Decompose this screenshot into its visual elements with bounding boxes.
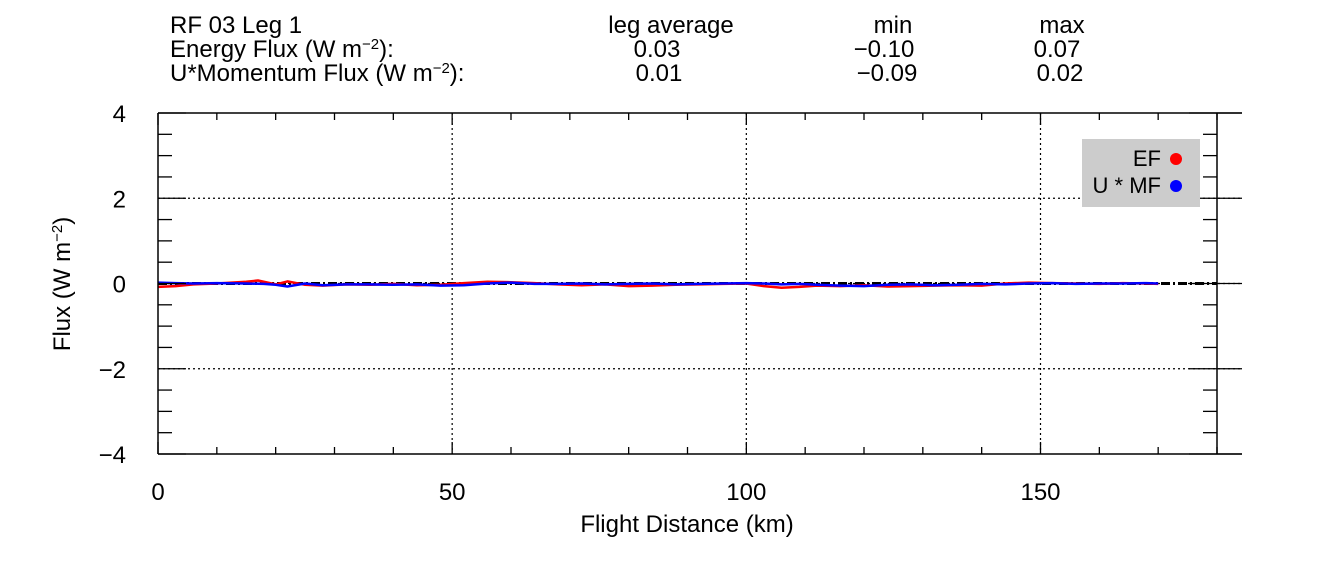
legend-label-umf: U * MF: [1093, 173, 1161, 198]
y-tick-label: −4: [99, 442, 126, 469]
chart-title: RF 03 Leg 1: [170, 12, 302, 39]
energy-flux-min: −0.10: [854, 36, 915, 63]
legend-marker-ef: [1170, 153, 1182, 165]
x-tick-label: 0: [151, 479, 164, 506]
y-tick-label: 4: [113, 101, 126, 128]
legend-marker-umf: [1170, 180, 1182, 192]
legend-label-ef: EF: [1133, 146, 1161, 171]
energy-flux-average: 0.03: [634, 36, 681, 63]
momentum-flux-max: 0.02: [1037, 60, 1084, 87]
momentum-flux-average: 0.01: [636, 60, 683, 87]
row-label-energy-flux: Energy Flux (W m−2):: [170, 36, 394, 63]
col-header-min: min: [874, 12, 913, 39]
umf-series-line: [157, 281, 1159, 288]
x-tick-label: 150: [1020, 479, 1060, 506]
legend: EF U * MF: [1082, 139, 1200, 207]
y-axis-label: Flux (W m−2): [49, 217, 76, 351]
y-tick-label: −2: [99, 357, 126, 384]
series-layer: [157, 279, 1217, 290]
x-tick-label: 50: [439, 479, 466, 506]
header: RF 03 Leg 1 leg average min max Energy F…: [170, 12, 1085, 87]
y-tick-label: 2: [113, 186, 126, 213]
col-header-average: leg average: [608, 12, 733, 39]
x-axis-label: Flight Distance (km): [580, 511, 793, 538]
row-label-momentum-flux: U*Momentum Flux (W m−2):: [170, 60, 464, 87]
momentum-flux-min: −0.09: [857, 60, 918, 87]
axes: [157, 112, 1242, 455]
tick-labels: 0 50 100 150 −4 −2 0 2 4: [99, 101, 1061, 506]
legend-box: [1082, 139, 1200, 207]
x-tick-label: 100: [726, 479, 766, 506]
col-header-max: max: [1039, 12, 1084, 39]
y-tick-label: 0: [113, 272, 126, 299]
energy-flux-max: 0.07: [1034, 36, 1081, 63]
